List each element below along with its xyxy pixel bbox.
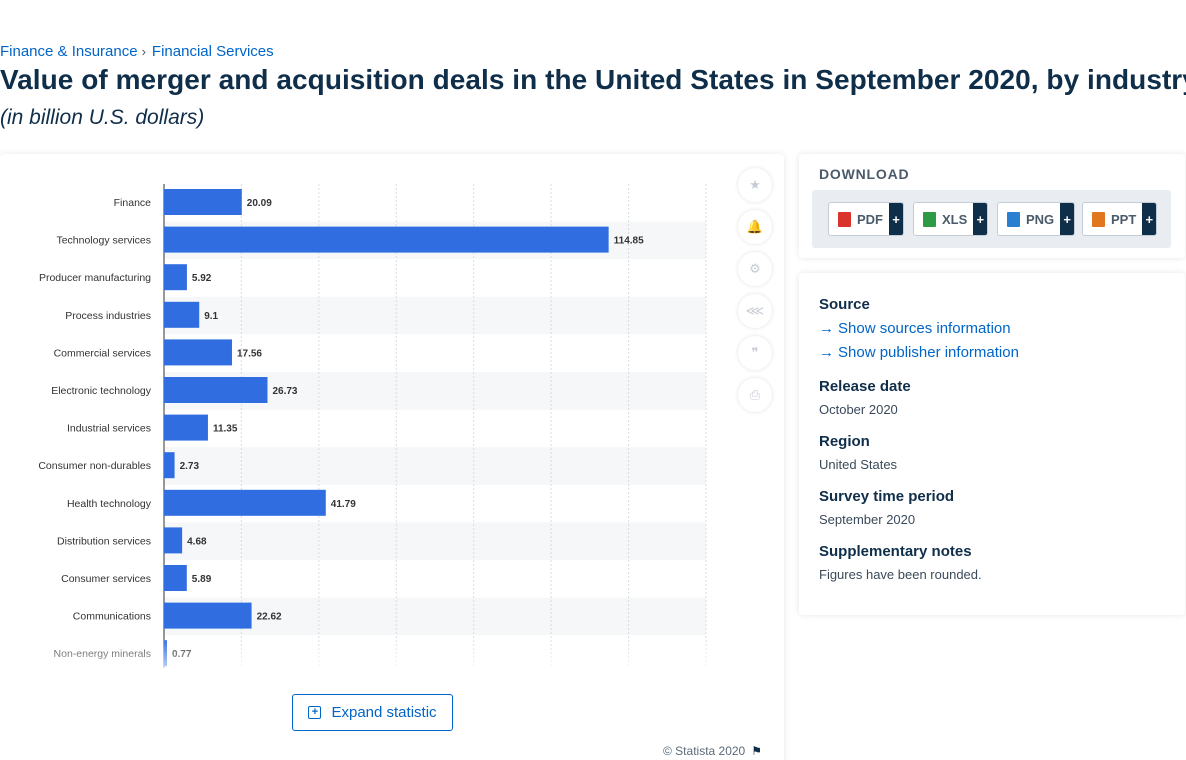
- download-pdf-button[interactable]: PDF +: [828, 202, 904, 236]
- download-buttons: PDF + XLS + PNG + PPT +: [812, 190, 1171, 248]
- region-value: United States: [819, 457, 898, 472]
- data-label: 17.56: [237, 348, 262, 359]
- copyright: © Statista 2020 ⚑: [663, 744, 762, 758]
- release-date-heading: Release date: [819, 378, 911, 395]
- survey-period-value: September 2020: [819, 512, 916, 527]
- download-ppt-button[interactable]: PPT +: [1082, 202, 1158, 236]
- quote-icon[interactable]: ❞: [738, 336, 772, 370]
- star-icon[interactable]: ★: [738, 168, 772, 202]
- data-label: 5.89: [192, 574, 212, 585]
- breadcrumb-separator: ›: [141, 44, 146, 59]
- bar: [164, 264, 187, 291]
- arrow-right-icon: →: [819, 320, 834, 337]
- page-subtitle: (in billion U.S. dollars): [0, 106, 205, 129]
- bar: [164, 189, 242, 215]
- statistic-info-card: Source → Show sources information → Show p…: [799, 273, 1185, 615]
- data-label: 26.73: [272, 386, 297, 397]
- download-title: DOWNLOAD: [819, 166, 910, 182]
- show-publisher-label: Show publisher information: [838, 344, 1019, 361]
- print-icon[interactable]: ⎙: [738, 378, 772, 412]
- download-ppt-label: PPT: [1111, 211, 1137, 227]
- bar: [164, 527, 183, 554]
- supplementary-notes-heading: Supplementary notes: [819, 543, 972, 560]
- download-png-label: PNG: [1026, 211, 1055, 227]
- plus-icon: +: [1060, 203, 1075, 235]
- ppt-icon: [1092, 211, 1105, 227]
- data-label: 20.09: [247, 198, 272, 209]
- bar: [164, 414, 208, 441]
- show-sources-label: Show sources information: [838, 320, 1011, 337]
- breadcrumb-item-finance-insurance[interactable]: Finance & Insurance: [0, 43, 138, 60]
- row-background: [164, 522, 706, 560]
- page-title: Value of merger and acquisition deals in…: [0, 64, 1186, 95]
- category-label: Distribution services: [57, 535, 151, 547]
- bar: [164, 301, 200, 328]
- supplementary-notes-value: Figures have been rounded.: [819, 567, 982, 582]
- download-pdf-label: PDF: [857, 211, 883, 227]
- copyright-text[interactable]: © Statista 2020: [663, 744, 746, 758]
- data-label: 22.62: [257, 612, 282, 623]
- bar: [164, 339, 232, 366]
- bar-chart: 20.09 Finance 114.85 Technology services 5.9…: [0, 184, 720, 683]
- source-heading: Source: [819, 296, 870, 313]
- bar: [164, 452, 175, 479]
- plus-icon: +: [1142, 203, 1157, 235]
- download-xls-label: XLS: [942, 211, 968, 227]
- data-label: 11.35: [213, 424, 238, 435]
- row-background: [164, 447, 706, 485]
- data-label: 5.92: [192, 273, 212, 284]
- category-label: Commercial services: [54, 347, 151, 359]
- category-label: Communications: [73, 611, 151, 623]
- gear-icon[interactable]: ⚙: [738, 252, 772, 286]
- data-label: 114.85: [614, 236, 644, 247]
- chart-fade: [0, 637, 720, 683]
- expand-statistic-button[interactable]: + Expand statistic: [292, 694, 453, 731]
- plus-icon: +: [973, 203, 988, 235]
- show-sources-link[interactable]: → Show sources information: [819, 320, 1011, 337]
- region-heading: Region: [819, 433, 870, 450]
- breadcrumb: Finance & Insurance › Financial Services: [0, 43, 274, 60]
- data-label: 9.1: [204, 311, 218, 322]
- share-icon[interactable]: ⋘: [738, 294, 772, 328]
- arrow-right-icon: →: [819, 344, 834, 361]
- pdf-icon: [838, 211, 851, 227]
- category-label: Consumer services: [61, 573, 151, 585]
- bar: [164, 226, 609, 253]
- bar: [164, 377, 268, 403]
- bar: [164, 602, 252, 629]
- xls-icon: [923, 211, 936, 227]
- row-background: [164, 597, 706, 636]
- row-background: [164, 296, 706, 335]
- category-label: Health technology: [67, 498, 152, 510]
- category-label: Industrial services: [67, 423, 151, 435]
- chart-card: 20.09 Finance 114.85 Technology services 5.9…: [0, 154, 784, 760]
- download-png-button[interactable]: PNG +: [997, 202, 1076, 236]
- release-date-value: October 2020: [819, 402, 898, 417]
- chart-tools: ★ 🔔 ⚙ ⋘ ❞ ⎙: [738, 168, 772, 420]
- data-label: 2.73: [180, 461, 200, 472]
- expand-icon: +: [308, 706, 322, 719]
- data-label: 41.79: [331, 499, 356, 510]
- expand-statistic-label: Expand statistic: [331, 704, 437, 721]
- download-xls-button[interactable]: XLS +: [913, 202, 989, 236]
- breadcrumb-item-financial-services[interactable]: Financial Services: [151, 43, 274, 60]
- bell-icon[interactable]: 🔔: [738, 210, 772, 244]
- category-label: Finance: [114, 197, 152, 209]
- plus-icon: +: [889, 203, 903, 235]
- category-label: Electronic technology: [51, 385, 152, 397]
- category-label: Process industries: [65, 310, 151, 322]
- data-label: 4.68: [187, 536, 207, 547]
- category-label: Technology services: [56, 235, 151, 247]
- bar: [164, 565, 187, 591]
- flag-icon[interactable]: ⚑: [751, 744, 762, 758]
- show-publisher-link[interactable]: → Show publisher information: [819, 344, 1019, 361]
- category-label: Consumer non-durables: [38, 460, 151, 472]
- bar: [164, 489, 326, 516]
- survey-period-heading: Survey time period: [819, 488, 955, 505]
- png-icon: [1007, 211, 1020, 227]
- category-label: Producer manufacturing: [39, 272, 151, 284]
- download-card: DOWNLOAD PDF + XLS + PNG + PPT +: [799, 154, 1185, 258]
